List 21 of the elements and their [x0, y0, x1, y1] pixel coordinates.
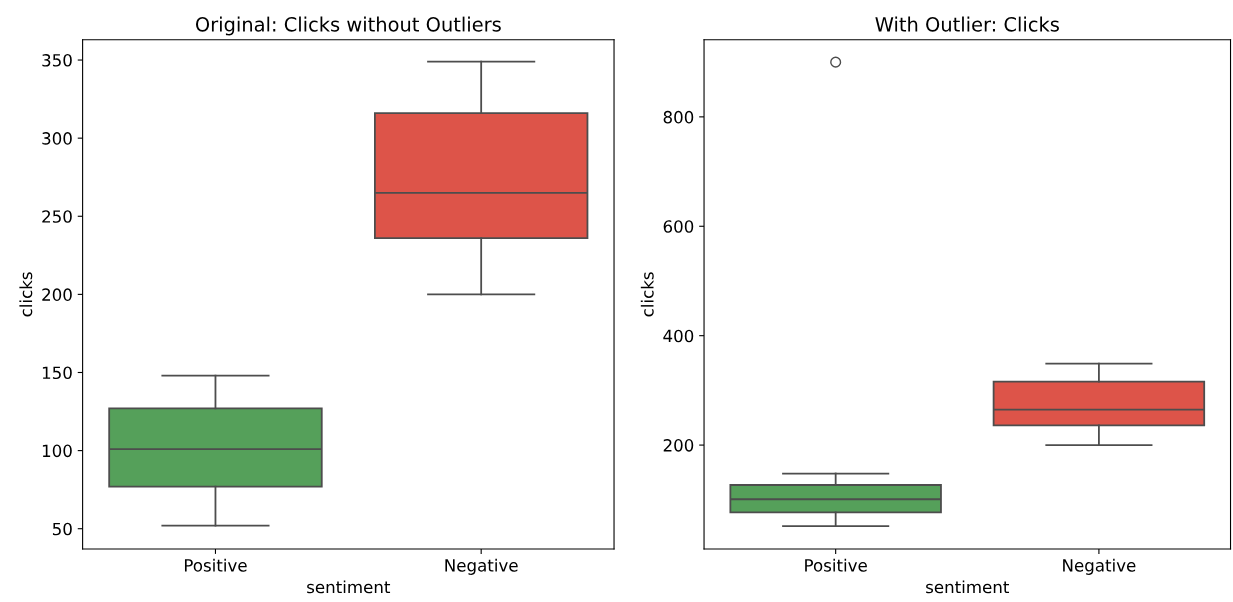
x-tick-label: Positive: [805, 558, 867, 572]
y-tick-label: 800: [663, 110, 694, 124]
y-tick-label: 250: [42, 210, 72, 223]
y-tick-label: 150: [42, 366, 72, 380]
y-tick-label: 300: [42, 132, 72, 145]
y-tick-label: 200: [663, 439, 694, 452]
x-axis-title: sentiment: [926, 580, 1010, 594]
x-axis-title: sentiment: [307, 580, 391, 594]
chart-title: Original: Clicks without Outliers: [195, 16, 501, 36]
y-axis-title: clicks: [19, 272, 33, 317]
y-axis-title: clicks: [640, 272, 654, 317]
chart-title: With Outlier: Clicks: [875, 16, 1059, 32]
x-tick-label: Negative: [1063, 558, 1136, 575]
y-tick-label: 600: [663, 220, 694, 233]
y-tick-label: 50: [52, 522, 72, 536]
x-tick-label: Negative: [445, 558, 518, 575]
y-tick-label: 350: [42, 54, 72, 67]
y-tick-label: 400: [663, 329, 694, 343]
x-tick-label: Positive: [184, 558, 247, 572]
y-tick-label: 200: [42, 288, 72, 301]
y-tick-label: 100: [42, 444, 72, 458]
